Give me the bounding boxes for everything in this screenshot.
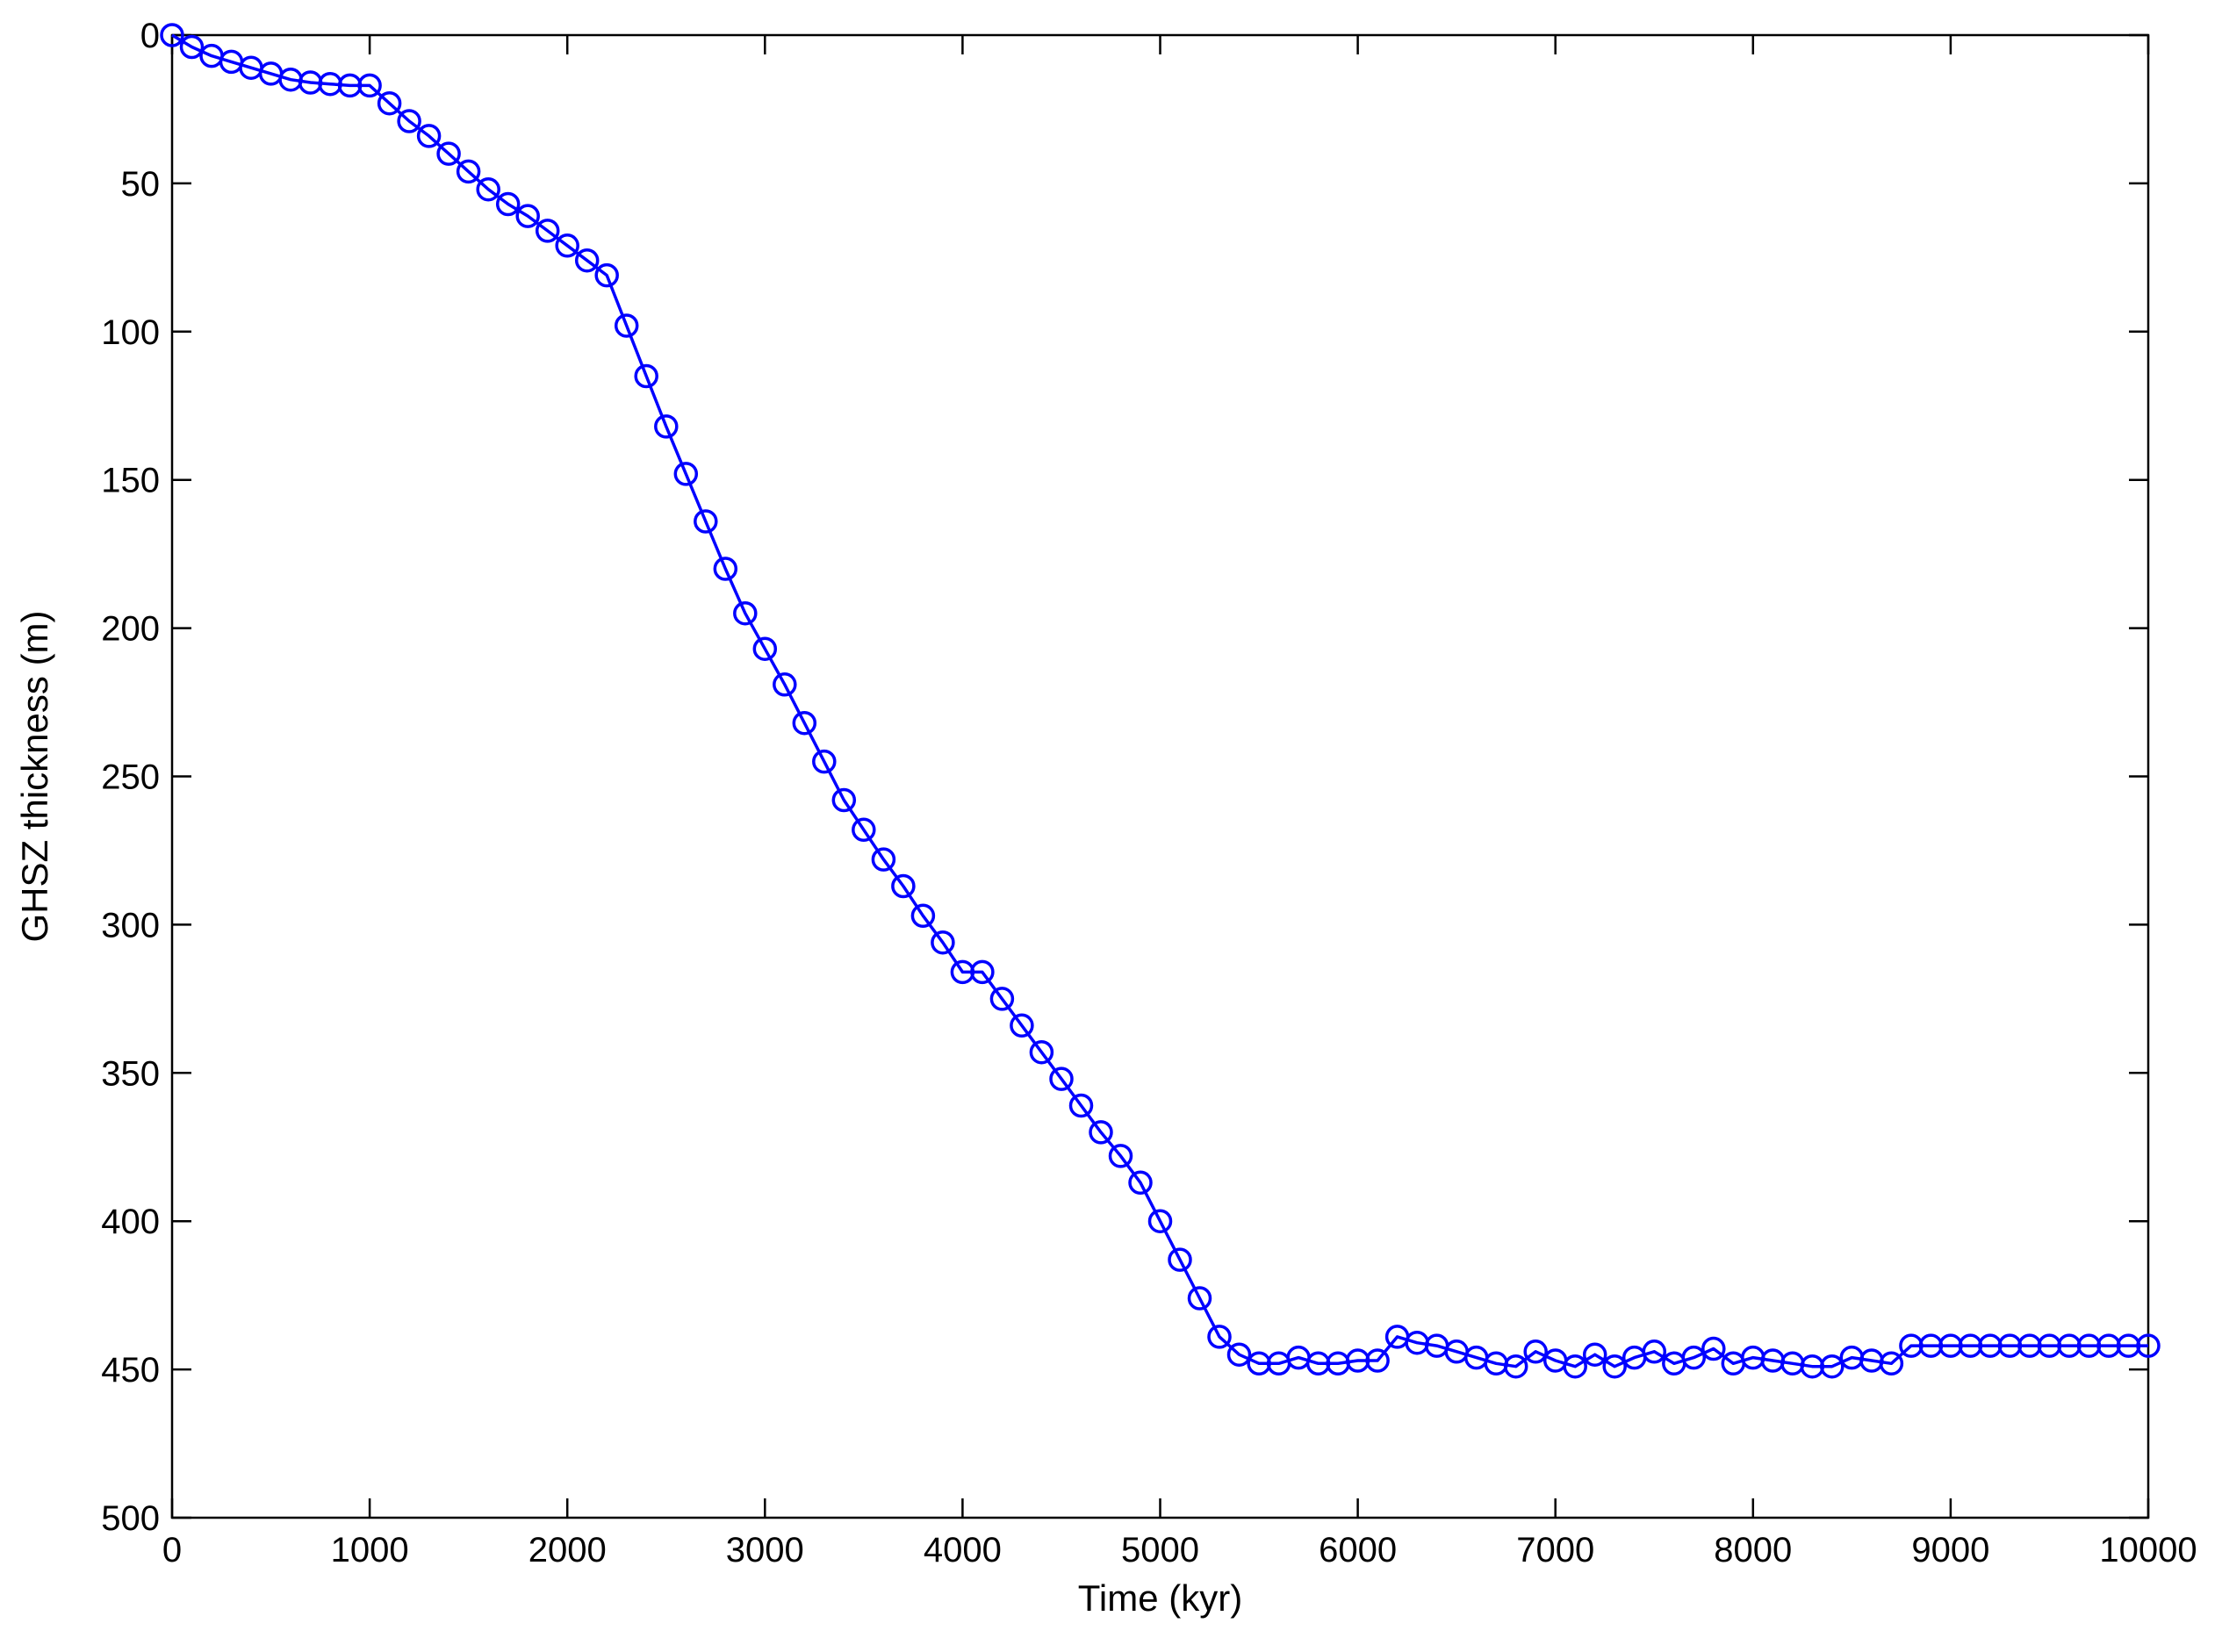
data-series: [160, 23, 2161, 1379]
x-tick-label: 2000: [529, 1531, 607, 1569]
y-tick-label: 200: [101, 610, 160, 649]
data-point: [891, 873, 916, 899]
data-point: [397, 109, 421, 133]
data-point: [773, 672, 797, 697]
y-tick-label: 400: [101, 1203, 160, 1241]
data-point: [1187, 1286, 1212, 1311]
x-tick-label: 1000: [331, 1531, 409, 1569]
data-point: [456, 159, 481, 184]
y-tick-label: 350: [101, 1054, 160, 1093]
data-point: [515, 204, 540, 228]
x-tick-label: 10000: [2099, 1531, 2197, 1569]
data-point: [1010, 1013, 1034, 1038]
y-axis-label: GHSZ thickness (m): [14, 610, 55, 942]
data-point: [1879, 1351, 1904, 1376]
x-tick-label: 5000: [1121, 1531, 1199, 1569]
data-point: [733, 600, 758, 626]
data-point: [989, 987, 1015, 1011]
plot-frame: [170, 33, 2150, 1519]
data-point: [1602, 1354, 1627, 1379]
data-point: [970, 959, 995, 985]
data-point: [1068, 1093, 1094, 1118]
y-tick-label: 250: [101, 758, 160, 797]
data-point: [1226, 1342, 1252, 1367]
data-point: [831, 787, 857, 813]
data-point: [1503, 1354, 1528, 1379]
tick-labels: 0 1000 2000 3000 4000 5000 6000 7000 8000 9000 100…: [101, 17, 2197, 1569]
data-point: [673, 462, 699, 486]
data-point: [160, 23, 184, 47]
x-tick-label: 3000: [726, 1531, 804, 1569]
data-point: [1089, 1120, 1113, 1145]
data-point: [179, 34, 205, 60]
data-point: [377, 90, 402, 116]
data-point: [1029, 1039, 1054, 1065]
y-tick-label: 500: [101, 1499, 160, 1538]
y-tick-label: 150: [101, 462, 160, 500]
data-point: [792, 710, 817, 736]
data-point: [1563, 1354, 1587, 1379]
data-point: [713, 557, 738, 581]
data-point: [694, 509, 718, 534]
data-point: [416, 124, 442, 148]
data-point: [357, 73, 382, 98]
data-point: [2136, 1333, 2161, 1358]
data-point: [476, 176, 500, 202]
data-point: [1523, 1340, 1548, 1364]
data-point: [1128, 1170, 1153, 1196]
data-point: [1642, 1340, 1667, 1364]
y-tick-label: 450: [101, 1351, 160, 1390]
data-point: [752, 636, 778, 661]
axes: [170, 33, 2150, 1519]
x-tick-label: 8000: [1714, 1531, 1792, 1569]
data-point: [634, 363, 658, 389]
data-point: [436, 141, 461, 166]
data-point: [1681, 1345, 1707, 1370]
data-point: [871, 847, 896, 872]
y-tick-label: 0: [140, 17, 160, 55]
data-point: [654, 414, 679, 439]
x-tick-label: 6000: [1319, 1531, 1397, 1569]
data-point: [1582, 1342, 1607, 1367]
data-point: [535, 219, 560, 243]
data-point: [852, 817, 876, 843]
data-point: [574, 248, 600, 273]
data-point: [614, 313, 639, 338]
data-point: [555, 233, 579, 258]
x-tick-label: 7000: [1516, 1531, 1594, 1569]
data-point: [495, 191, 521, 217]
series-line: [171, 33, 2148, 1368]
data-point: [1365, 1348, 1390, 1373]
y-tick-label: 300: [101, 906, 160, 945]
data-point: [931, 930, 955, 955]
data-point: [1108, 1144, 1133, 1168]
data-point: [910, 903, 936, 929]
data-point: [812, 749, 837, 774]
x-tick-label: 9000: [1911, 1531, 1989, 1569]
data-point: [1701, 1336, 1726, 1361]
y-tick-label: 100: [101, 313, 160, 352]
x-axis-label: Time (kyr): [1078, 1577, 1242, 1619]
data-point: [1168, 1247, 1192, 1272]
data-point: [1207, 1325, 1232, 1349]
data-point: [1049, 1067, 1074, 1091]
x-tick-label: 4000: [924, 1531, 1002, 1569]
y-tick-label: 50: [121, 165, 161, 204]
data-point: [594, 262, 619, 288]
data-point: [1147, 1209, 1173, 1233]
x-tick-label: 0: [162, 1531, 182, 1569]
data-point: [1820, 1354, 1844, 1379]
